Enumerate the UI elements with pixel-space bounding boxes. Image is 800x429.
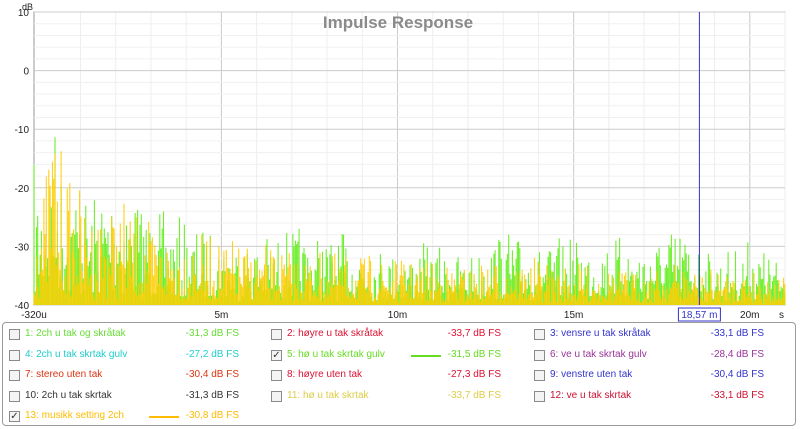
- y-tick-label: 10: [18, 8, 30, 19]
- legend-value: -31,5 dB FS: [447, 348, 501, 360]
- legend-checkbox[interactable]: [9, 390, 20, 402]
- legend-item[interactable]: 10: 2ch u tak skrtak -31,3 dB FS: [9, 387, 264, 407]
- chart-svg[interactable]: 18,57 m -320u 5m 10m 15m 20m s 10 0 -10 -20 -30 -40…: [0, 0, 800, 322]
- legend-item[interactable]: 4: 2ch u tak skrtak gulv -27,2 dB FS: [9, 346, 264, 366]
- plot-frame: [33, 11, 786, 306]
- x-tick-label: 5m: [214, 310, 228, 321]
- x-tick-label: 10m: [388, 310, 407, 321]
- y-tick-label: -40: [15, 301, 30, 312]
- legend-checkbox[interactable]: [9, 349, 20, 361]
- legend-label: 6: ve u tak skrtak gulv: [550, 348, 647, 360]
- legend-item[interactable]: ✓ 13: musikk setting 2ch -30,8 dB FS: [9, 407, 264, 427]
- legend-swatch: [149, 416, 179, 418]
- legend-value: -33,1 dB FS: [710, 389, 764, 401]
- legend-value: -28,4 dB FS: [710, 348, 764, 360]
- legend-value: -27,2 dB FS: [185, 348, 239, 360]
- legend-label: 1: 2ch u tak og skråtak: [25, 328, 126, 339]
- legend-item[interactable]: 12: ve u tak skrtak -33,1 dB FS: [534, 387, 789, 407]
- legend-checkbox[interactable]: [9, 329, 20, 340]
- legend-checkbox[interactable]: [534, 349, 545, 361]
- legend-label: 11: hø u tak skrtak: [287, 389, 369, 401]
- cursor-layer[interactable]: 18,57 m: [677, 12, 721, 322]
- y-unit-label: dB: [22, 2, 33, 12]
- legend-item[interactable]: 1: 2ch u tak og skråtak -31,3 dB FS: [9, 325, 264, 345]
- legend-item[interactable]: 9: venstre uten tak -30,4 dB FS: [534, 366, 789, 386]
- legend-value: -33,1 dB FS: [710, 328, 764, 339]
- cursor-readout-box[interactable]: [677, 307, 721, 322]
- legend-value: -30,4 dB FS: [710, 369, 764, 380]
- legend-item[interactable]: 2: høyre u tak skråtak -33,7 dB FS: [271, 325, 526, 345]
- legend-label: 7: stereo uten tak: [25, 369, 103, 380]
- legend-item[interactable]: 3: vensre u tak skråtak -33,1 dB FS: [534, 325, 789, 345]
- legend-label: 8: høyre uten tak: [287, 369, 363, 380]
- legend-value: -27,3 dB FS: [447, 369, 501, 380]
- legend-label: 4: 2ch u tak skrtak gulv: [25, 348, 128, 360]
- y-tick-label: -10: [15, 125, 30, 136]
- x-tick-label: 20m: [740, 310, 759, 321]
- legend-value: -33,7 dB FS: [447, 389, 501, 401]
- legend-label: 10: 2ch u tak skrtak: [25, 389, 112, 401]
- legend-checkbox[interactable]: [271, 390, 282, 402]
- legend-value: -31,3 dB FS: [185, 328, 239, 339]
- legend-item[interactable]: 6: ve u tak skrtak gulv -28,4 dB FS: [534, 346, 789, 366]
- legend-item[interactable]: ✓ 5: hø u tak skrtak gulv -31,5 dB FS: [271, 346, 526, 366]
- legend-label: 12: ve u tak skrtak: [550, 389, 632, 401]
- y-tick-label: -20: [15, 184, 30, 195]
- legend-swatch: [411, 354, 441, 357]
- legend-item[interactable]: 7: stereo uten tak -30,4 dB FS: [9, 366, 264, 386]
- x-tick-label: 15m: [564, 310, 583, 321]
- x-unit-label: s: [779, 310, 784, 321]
- impulse-response-chart[interactable]: 18,57 m -320u 5m 10m 15m 20m s 10 0 -10 -20 -30 -40…: [0, 0, 800, 322]
- legend-checkbox[interactable]: [534, 390, 545, 402]
- y-tick-label: -30: [15, 242, 30, 253]
- legend-checkbox[interactable]: [534, 329, 545, 340]
- legend-checkbox[interactable]: [534, 370, 545, 381]
- cursor-readout-label: 18,57 m: [681, 310, 717, 321]
- series-layer: [33, 137, 786, 305]
- legend-checkbox[interactable]: [271, 370, 282, 381]
- x-tick-label: -320u: [21, 310, 47, 321]
- legend-label: 13: musikk setting 2ch: [25, 410, 124, 421]
- chart-title: Impulse Response: [323, 13, 473, 32]
- legend-label: 3: vensre u tak skråtak: [550, 328, 651, 339]
- y-tick-label: 0: [23, 67, 29, 78]
- legend-label: 2: høyre u tak skråtak: [287, 328, 384, 339]
- legend-value: -30,8 dB FS: [185, 410, 239, 421]
- legend-label: 5: hø u tak skrtak gulv: [287, 348, 385, 360]
- series-trace: [33, 151, 786, 305]
- legend-item[interactable]: 8: høyre uten tak -27,3 dB FS: [271, 366, 526, 386]
- axis-labels: -320u 5m 10m 15m 20m s 10 0 -10 -20 -30 -40 dB: [15, 2, 784, 321]
- legend-checkbox[interactable]: ✓: [9, 411, 20, 422]
- legend-value: -33,7 dB FS: [447, 328, 501, 339]
- legend-label: 9: venstre uten tak: [550, 369, 633, 380]
- legend-panel: 1: 2ch u tak og skråtak -31,3 dB FS 2: høy…: [2, 322, 796, 426]
- legend-value: -31,3 dB FS: [185, 389, 239, 401]
- legend-item[interactable]: 11: hø u tak skrtak -33,7 dB FS: [271, 387, 526, 407]
- legend-value: -30,4 dB FS: [185, 369, 239, 380]
- legend-checkbox[interactable]: ✓: [271, 349, 282, 361]
- legend-checkbox[interactable]: [9, 370, 20, 381]
- legend-checkbox[interactable]: [271, 329, 282, 340]
